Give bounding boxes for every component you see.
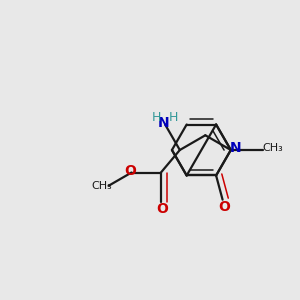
Text: H: H <box>169 112 178 124</box>
Text: N: N <box>230 141 242 155</box>
Text: O: O <box>124 164 136 178</box>
Text: O: O <box>157 202 169 216</box>
Text: CH₃: CH₃ <box>262 143 283 153</box>
Text: O: O <box>218 200 230 214</box>
Text: N: N <box>158 116 169 130</box>
Text: H: H <box>151 112 160 124</box>
Text: CH₃: CH₃ <box>91 181 112 191</box>
